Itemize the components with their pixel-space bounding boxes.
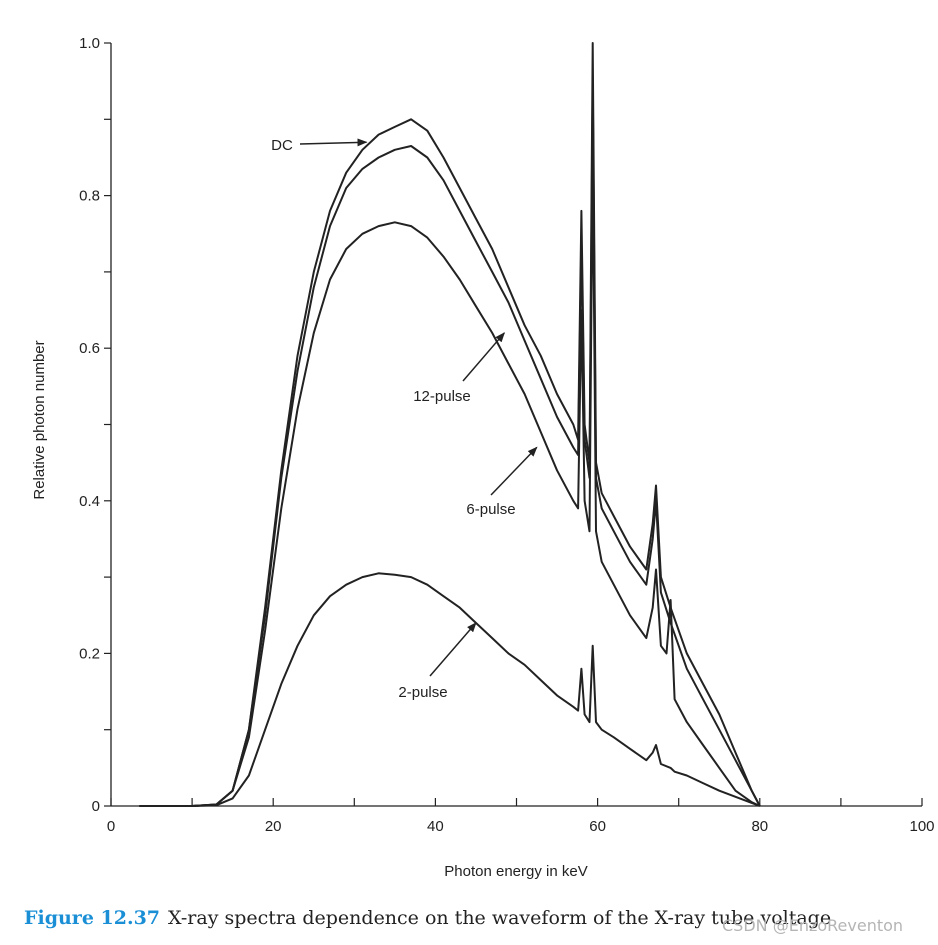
y-tick-label: 1.0 <box>79 35 100 52</box>
annotation-arrow-12-pulse <box>462 332 505 382</box>
series-line-12-pulse <box>139 80 761 807</box>
y-axis-label: Relative photon number <box>31 340 48 499</box>
x-ray-spectra-chart: 0 0.2 0.4 0.6 0.8 1.0 0 20 40 60 80 100 DC 12-pulse 6… <box>31 35 935 880</box>
y-tick-label: 0.2 <box>79 645 100 662</box>
x-axis-label: Photon energy in keV <box>444 863 587 880</box>
annotation-label-dc: DC <box>271 137 293 154</box>
x-tick-label: 0 <box>107 818 115 835</box>
annotations: DC 12-pulse 6-pulse 2-pulse <box>271 137 538 701</box>
x-tick-label: 20 <box>265 818 282 835</box>
annotation-arrow-dc <box>299 138 368 147</box>
annotation-label-2-pulse: 2-pulse <box>398 684 447 701</box>
annotation-arrow-2-pulse <box>429 622 477 677</box>
annotation-label-12-pulse: 12-pulse <box>413 388 471 405</box>
annotation-label-6-pulse: 6-pulse <box>466 501 515 518</box>
x-tick-label: 40 <box>427 818 444 835</box>
series-line-2-pulse <box>139 572 761 807</box>
annotation-arrow-6-pulse <box>490 446 538 496</box>
series-line-dc <box>139 42 761 807</box>
series-line-6-pulse <box>139 156 761 807</box>
x-tick-label: 80 <box>751 818 768 835</box>
x-tick-label: 100 <box>909 818 934 835</box>
y-tick-label: 0.8 <box>79 188 100 205</box>
y-tick-label: 0.6 <box>79 340 100 357</box>
watermark: CSDN @EnzoReventon <box>722 916 904 935</box>
y-tick-label: 0.4 <box>79 493 100 510</box>
axes: 0 0.2 0.4 0.6 0.8 1.0 0 20 40 60 80 100 <box>79 35 934 835</box>
figure-caption: Figure 12.37 X-ray spectra dependence on … <box>24 907 831 929</box>
figure-caption-text: X-ray spectra dependence on the waveform… <box>168 907 832 929</box>
figure-number: Figure 12.37 <box>24 907 161 929</box>
y-tick-label: 0 <box>92 798 100 815</box>
series-lines <box>139 42 761 807</box>
x-tick-label: 60 <box>589 818 606 835</box>
